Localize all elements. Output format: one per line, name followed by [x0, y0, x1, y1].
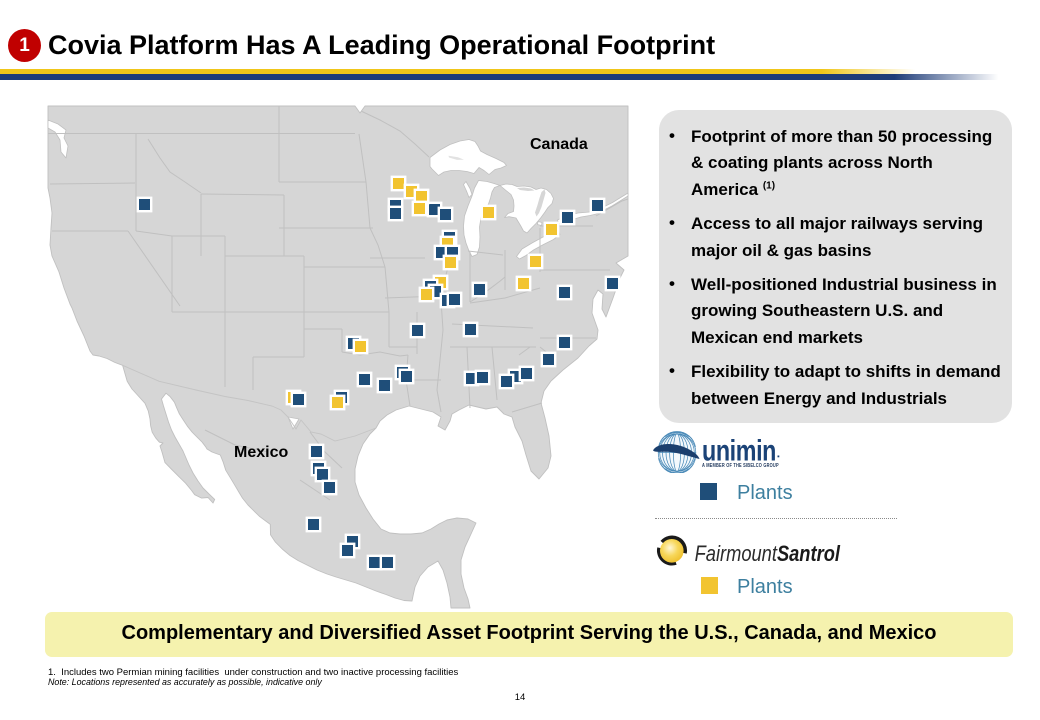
svg-text:unimin: unimin — [702, 434, 776, 467]
svg-text:FairmountSantrol: FairmountSantrol — [695, 541, 841, 566]
svg-text:A MEMBER OF THE SIBELCO GROUP: A MEMBER OF THE SIBELCO GROUP — [702, 462, 779, 468]
